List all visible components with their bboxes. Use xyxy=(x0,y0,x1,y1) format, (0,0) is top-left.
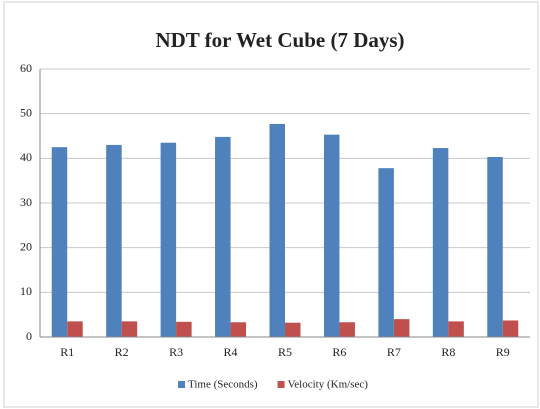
y-tick-label: 0 xyxy=(26,329,32,343)
bar xyxy=(230,322,247,337)
y-tick-label: 30 xyxy=(20,195,32,209)
bar xyxy=(432,148,449,337)
bar xyxy=(269,123,285,337)
x-tick-label: R1 xyxy=(60,345,74,359)
bar xyxy=(121,321,138,337)
bar xyxy=(215,136,231,337)
x-tick-label: R7 xyxy=(387,345,401,359)
bar xyxy=(378,168,394,337)
chart-title: NDT for Wet Cube (7 Days) xyxy=(155,28,404,52)
y-tick-label: 10 xyxy=(20,284,32,298)
bar xyxy=(487,156,503,337)
legend-label: Time (Seconds) xyxy=(188,379,258,391)
x-tick-label: R8 xyxy=(441,345,455,359)
bar xyxy=(339,322,355,337)
legend-label: Velocity (Km/sec) xyxy=(288,379,369,391)
legend-swatch xyxy=(178,381,185,388)
x-tick-label: R6 xyxy=(332,345,346,359)
bar xyxy=(393,319,410,337)
bar xyxy=(67,321,83,337)
bar xyxy=(448,321,464,337)
x-tick-label: R5 xyxy=(278,345,292,359)
x-tick-label: R3 xyxy=(169,345,183,359)
x-tick-label: R2 xyxy=(115,345,129,359)
y-tick-label: 60 xyxy=(20,61,32,75)
bar xyxy=(51,147,68,337)
x-tick-label: R4 xyxy=(224,345,238,359)
y-tick-label: 20 xyxy=(20,239,32,253)
bar xyxy=(285,322,301,337)
x-tick-label: R9 xyxy=(496,345,510,359)
legend-swatch xyxy=(277,381,285,388)
bar xyxy=(502,320,519,337)
y-tick-label: 40 xyxy=(20,150,32,164)
bar xyxy=(106,144,122,337)
bar xyxy=(323,134,340,337)
y-tick-label: 50 xyxy=(20,105,32,119)
bar xyxy=(160,142,177,337)
bar xyxy=(176,321,192,337)
